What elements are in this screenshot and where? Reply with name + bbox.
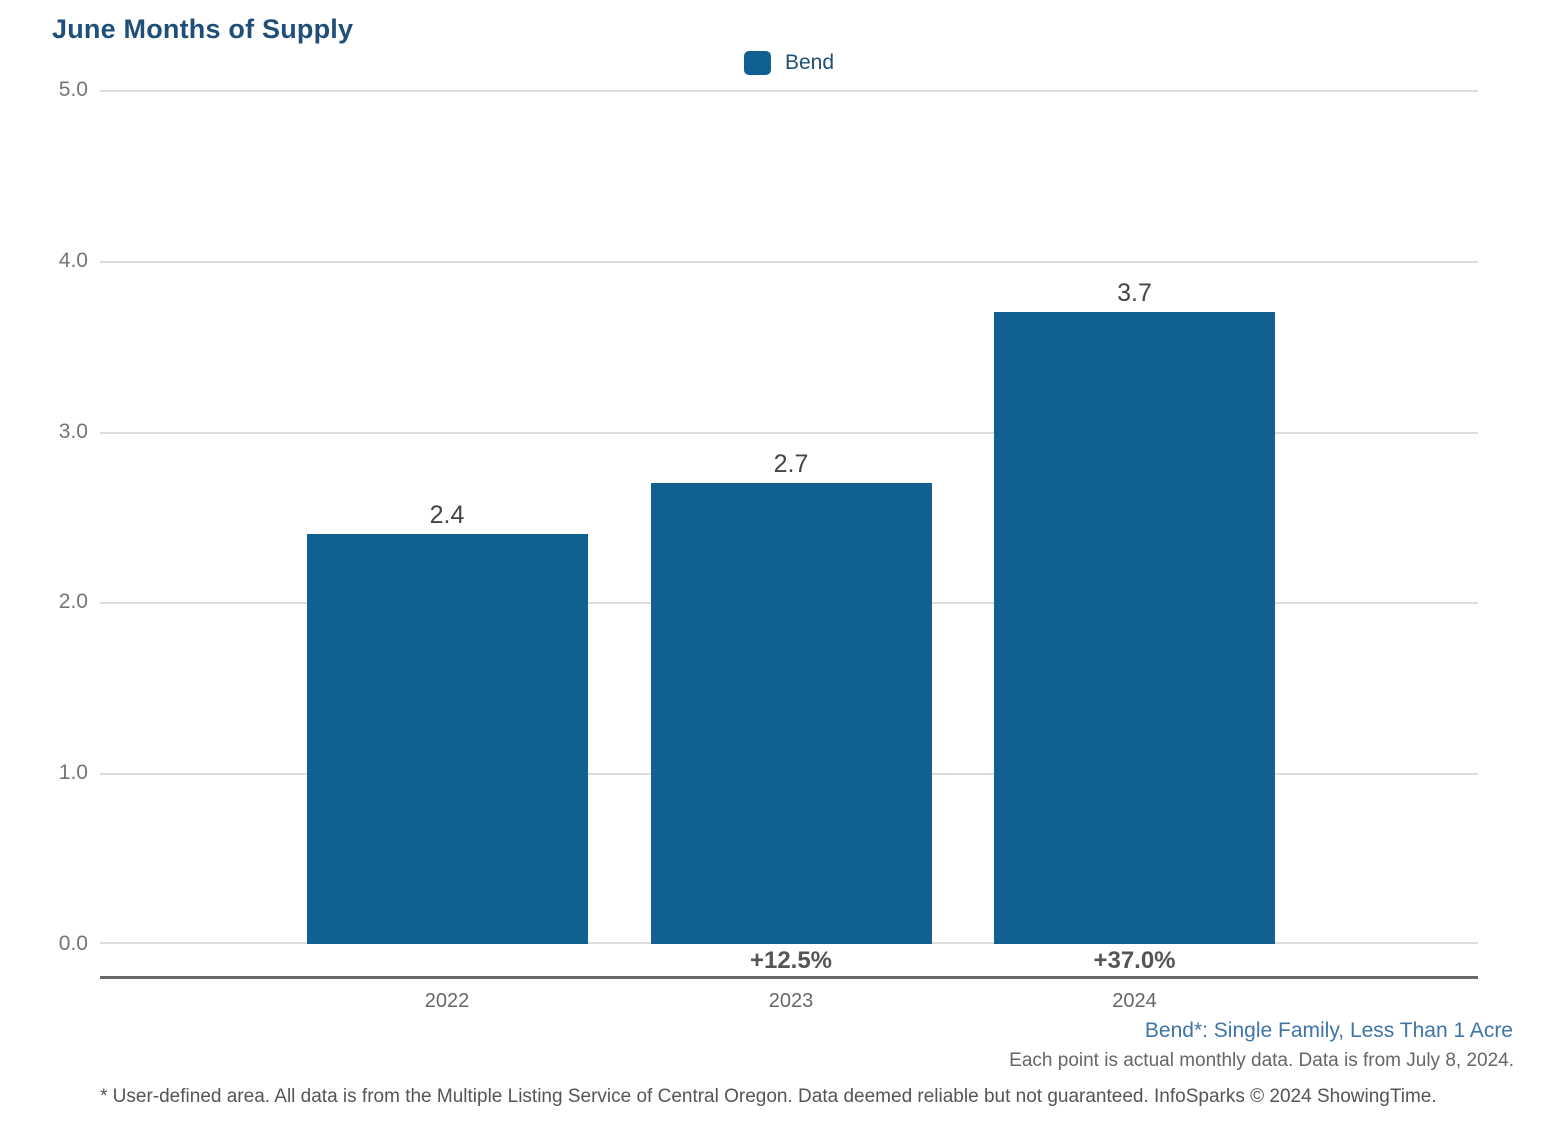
gridline-5.0 bbox=[100, 90, 1478, 92]
x-axis-label-2024: 2024 bbox=[1112, 990, 1157, 1012]
bar-2023[interactable] bbox=[650, 482, 932, 944]
y-tick-label-0.0: 0.0 bbox=[58, 932, 88, 955]
pct-change-label-2023: +12.5% bbox=[749, 947, 833, 974]
chart-title: June Months of Supply bbox=[52, 14, 354, 44]
pct-change-label-2024: +37.0% bbox=[1093, 947, 1176, 974]
bar-2022[interactable] bbox=[306, 534, 588, 944]
y-tick-label-4.0: 4.0 bbox=[58, 248, 88, 272]
y-tick-label-3.0: 3.0 bbox=[58, 419, 88, 443]
plot-area bbox=[100, 90, 1478, 944]
gridline-4.0 bbox=[100, 260, 1478, 263]
legend[interactable]: Bend bbox=[743, 51, 835, 75]
bar-value-label-2022: 2.4 bbox=[429, 501, 465, 530]
footnote-disclaimer: * User-defined area. All data is from th… bbox=[100, 1086, 1437, 1107]
legend-swatch-bend bbox=[743, 51, 771, 75]
y-tick-label-1.0: 1.0 bbox=[58, 761, 88, 785]
footnote-area-definition: Bend*: Single Family, Less Than 1 Acre bbox=[1144, 1019, 1513, 1042]
bar-2024[interactable] bbox=[994, 312, 1275, 944]
x-axis-label-2023: 2023 bbox=[768, 990, 814, 1012]
footnote-data-note: Each point is actual monthly data. Data … bbox=[1009, 1050, 1514, 1071]
gridline-3.0 bbox=[100, 431, 1478, 434]
y-tick-label-5.0: 5.0 bbox=[58, 78, 88, 101]
x-axis-line bbox=[100, 976, 1478, 979]
bar-value-label-2023: 2.7 bbox=[773, 449, 809, 478]
bar-value-label-2024: 3.7 bbox=[1117, 279, 1152, 308]
y-tick-label-2.0: 2.0 bbox=[58, 590, 88, 614]
legend-label-bend: Bend bbox=[784, 51, 835, 74]
x-axis-label-2022: 2022 bbox=[424, 990, 470, 1012]
